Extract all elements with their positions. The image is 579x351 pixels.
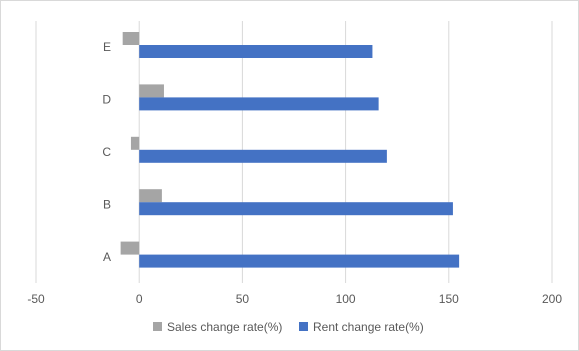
x-tick-label: 50 <box>236 292 250 306</box>
legend-label: Rent change rate(%) <box>313 320 424 334</box>
legend-label: Sales change rate(%) <box>167 320 282 334</box>
sales-bar-e <box>122 32 140 45</box>
sales-bar-b <box>139 189 162 203</box>
x-tick-label: 200 <box>542 292 562 306</box>
axis-labels: -50 0 50 100 150 200 A B C D E <box>27 40 562 306</box>
category-label: E <box>103 40 111 54</box>
sales-bar-a <box>120 241 140 255</box>
category-label: C <box>102 145 111 159</box>
category-label: D <box>102 93 111 107</box>
x-tick-label: 150 <box>439 292 459 306</box>
legend: Sales change rate(%) Rent change rate(%) <box>153 320 424 334</box>
legend-swatch <box>153 322 162 331</box>
x-tick-label: -50 <box>27 292 45 306</box>
x-tick-label: 100 <box>336 292 356 306</box>
rent-bar-a <box>139 254 460 268</box>
category-label: B <box>103 197 111 211</box>
rent-bar-d <box>139 97 379 111</box>
rent-bar-e <box>139 45 373 58</box>
legend-swatch <box>299 322 308 331</box>
rent-bar-c <box>139 149 387 163</box>
sales-bar-d <box>139 84 164 98</box>
rent-bar-b <box>139 202 453 216</box>
bars <box>120 32 460 268</box>
category-label: A <box>103 250 111 264</box>
sales-bar-c <box>130 136 140 150</box>
x-tick-label: 0 <box>136 292 143 306</box>
